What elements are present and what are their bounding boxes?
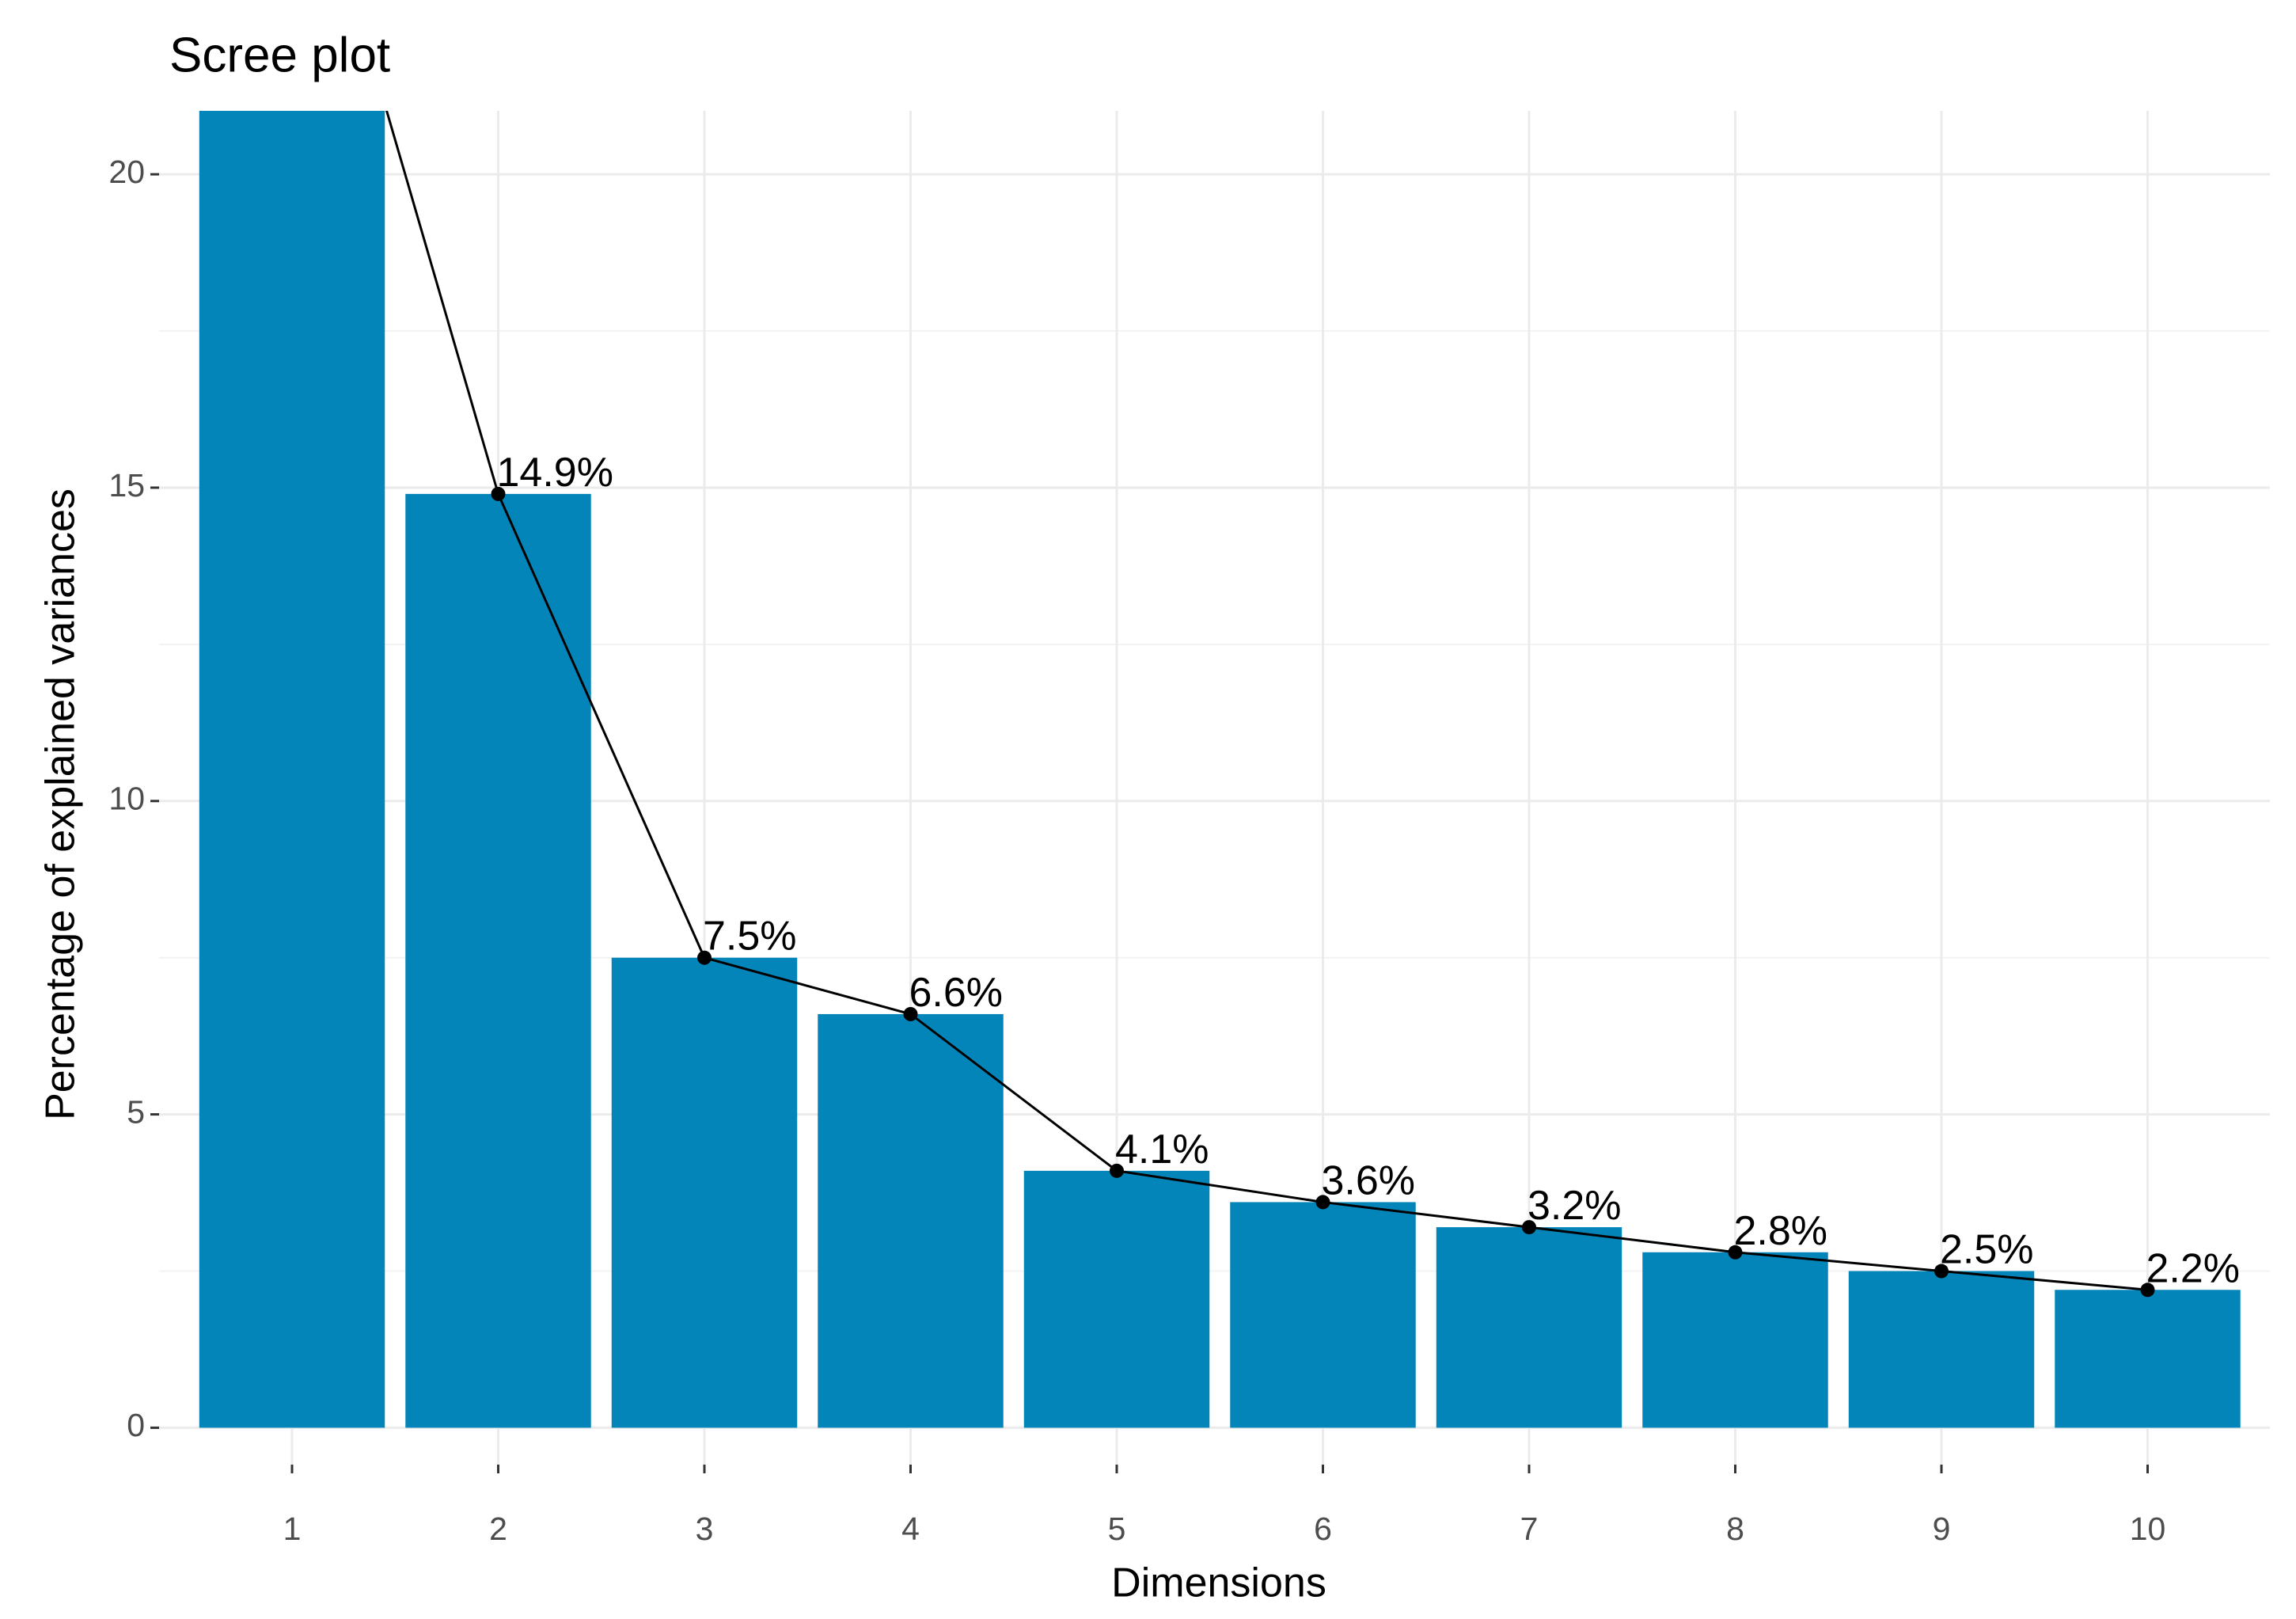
y-tick-label: 10	[108, 781, 145, 817]
x-tick-label: 8	[1726, 1511, 1744, 1547]
bar	[1848, 1271, 2035, 1428]
y-tick-label: 0	[127, 1407, 145, 1443]
bar	[2055, 1290, 2241, 1428]
point	[1934, 1264, 1949, 1279]
x-tick-label: 10	[2130, 1511, 2166, 1547]
data-label: 3.6%	[1322, 1157, 1416, 1203]
axes: 0 5 10 15 20 1 2 3 4 5 6 7 8 9 10	[108, 154, 2165, 1547]
bar	[1230, 1202, 1416, 1428]
point	[491, 486, 506, 501]
x-tick-label: 4	[901, 1511, 920, 1547]
x-tick-label: 2	[489, 1511, 507, 1547]
point	[903, 1006, 918, 1021]
chart-title: Scree plot	[169, 28, 390, 82]
point	[2140, 1283, 2155, 1298]
point	[1315, 1195, 1330, 1210]
bar	[1642, 1252, 1828, 1428]
point	[697, 950, 712, 965]
point	[1728, 1245, 1743, 1260]
bar	[1436, 1227, 1622, 1428]
x-axis-title: Dimensions	[1111, 1560, 1326, 1606]
y-tick-label: 15	[108, 467, 145, 504]
x-tick-label: 5	[1108, 1511, 1126, 1547]
point	[1522, 1220, 1536, 1235]
x-tick-label: 9	[1933, 1511, 1951, 1547]
bar	[405, 493, 591, 1428]
y-axis-title: Percentage of explained variances	[38, 488, 84, 1120]
x-tick-label: 3	[696, 1511, 714, 1547]
y-tick-label: 5	[127, 1093, 145, 1130]
x-tick-label: 6	[1314, 1511, 1332, 1547]
data-label: 7.5%	[703, 914, 797, 960]
data-label: 14.9%	[497, 450, 613, 496]
data-label: 2.2%	[2146, 1245, 2241, 1291]
bar	[818, 1013, 1004, 1428]
y-tick-label: 20	[108, 154, 145, 190]
data-label: 3.2%	[1528, 1183, 1622, 1229]
x-tick-label: 7	[1520, 1511, 1539, 1547]
data-label: 4.1%	[1115, 1127, 1209, 1172]
point	[1110, 1163, 1124, 1178]
bar	[199, 111, 385, 1428]
plot-area: 14.9% 7.5% 6.6% 4.1% 3.6% 3.2% 2.8% 2.5% 2.2%	[199, 111, 2241, 1428]
data-label: 2.8%	[1734, 1208, 1828, 1254]
data-label: 6.6%	[909, 970, 1004, 1016]
data-label: 2.5%	[1940, 1227, 2034, 1273]
bar	[611, 957, 798, 1428]
x-tick-label: 1	[283, 1511, 302, 1547]
trend-line	[385, 111, 2148, 1291]
bar	[1023, 1170, 1210, 1428]
